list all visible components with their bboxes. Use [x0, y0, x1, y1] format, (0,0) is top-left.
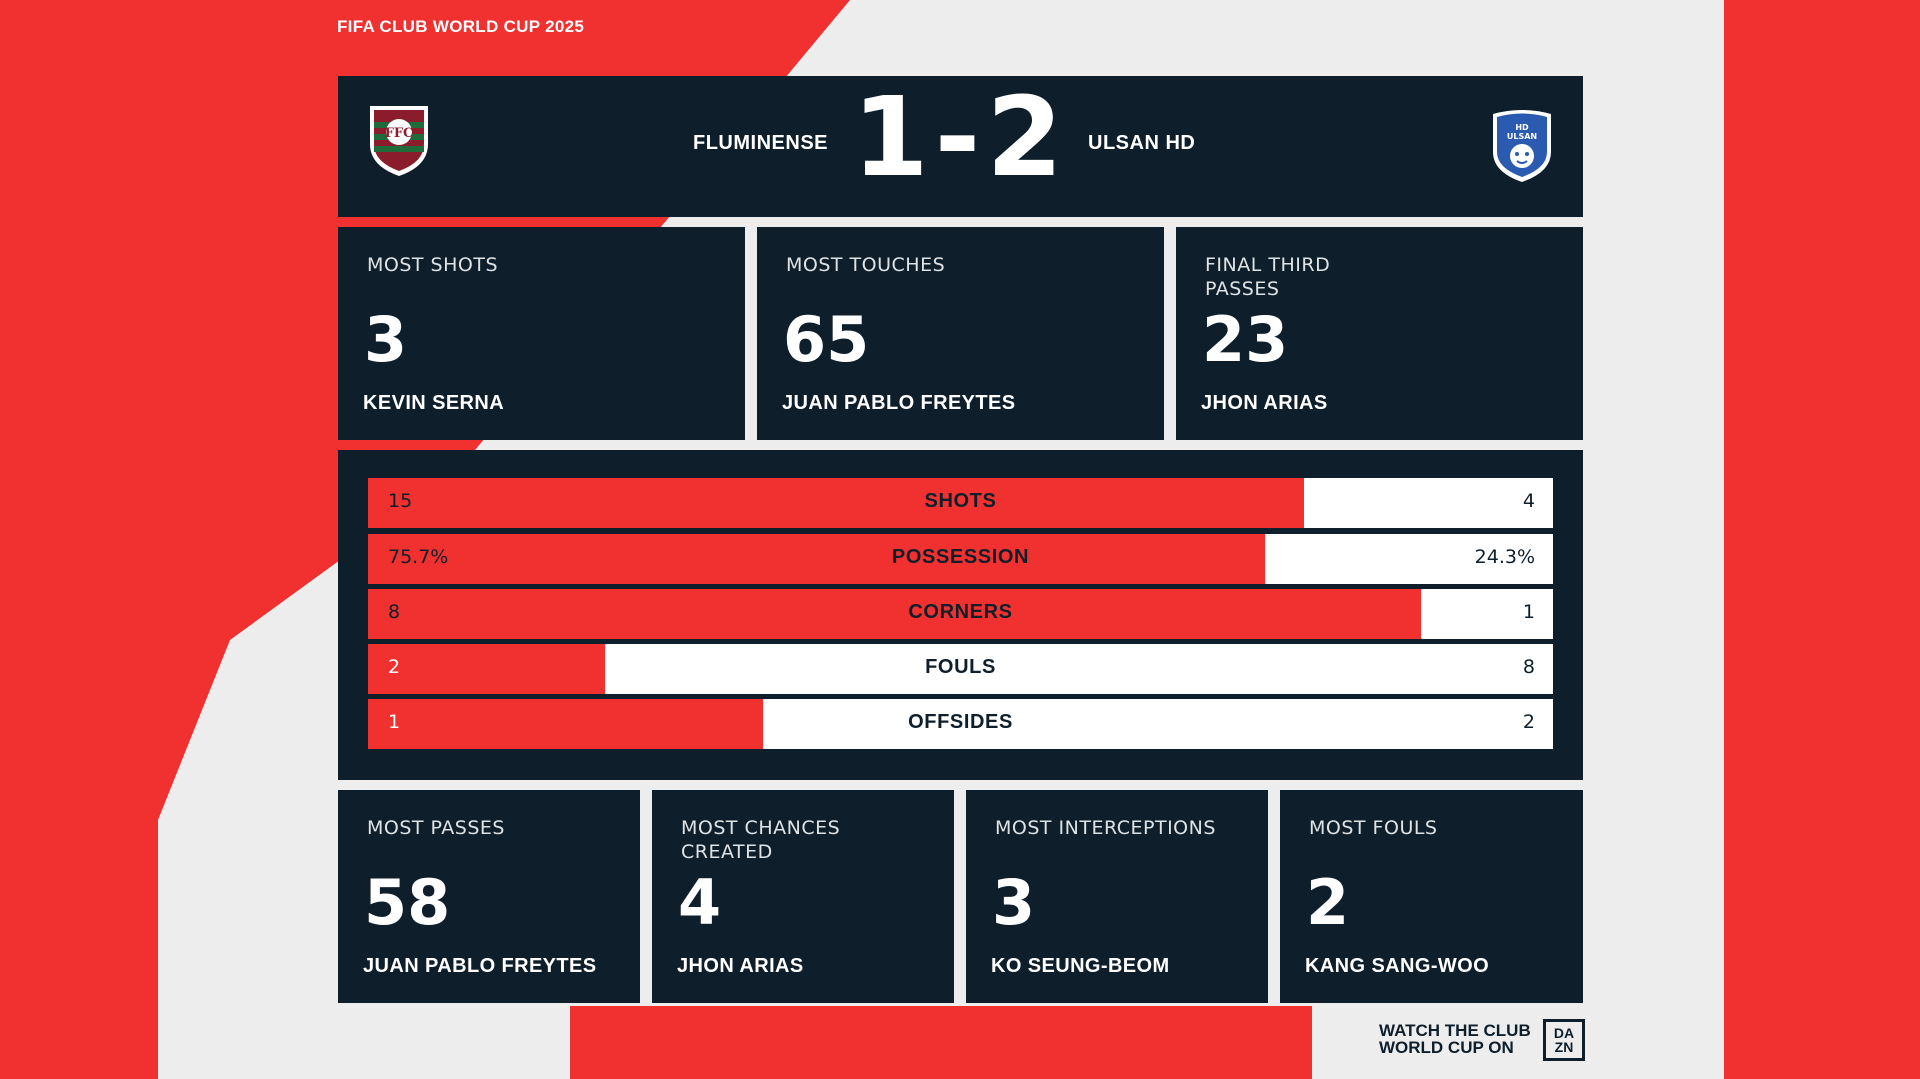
stat-label: MOST SHOTS [367, 254, 499, 276]
stat-value: 65 [783, 303, 870, 376]
home-value: 8 [388, 601, 401, 623]
home-share-bar [368, 644, 605, 694]
stat-name: POSSESSION [891, 546, 1030, 568]
home-value: 1 [388, 711, 401, 733]
home-share-bar [368, 699, 763, 749]
fluminense-crest-icon: FFC [370, 106, 428, 176]
stat-name: CORNERS [908, 601, 1013, 623]
stat-card-most-shots: MOST SHOTS 3 KEVIN SERNA [338, 227, 745, 440]
stat-player: KANG SANG-WOO [1305, 955, 1490, 977]
stat-value: 3 [992, 866, 1036, 939]
away-value: 24.3% [1474, 546, 1535, 568]
stat-value: 23 [1202, 303, 1289, 376]
comparison-row-fouls: 2 FOULS 8 [368, 644, 1553, 694]
dazn-logo-bottom: ZN [1554, 1039, 1574, 1055]
stat-label: MOST TOUCHES [786, 254, 946, 276]
stat-label: FINAL THIRD PASSES [1205, 254, 1331, 301]
home-team-name: FLUMINENSE [693, 132, 828, 154]
stat-name: FOULS [925, 656, 996, 678]
home-share-bar [368, 478, 1305, 528]
score-header: FFC FLUMINENSE 1-2 ULSAN HD HD ULSAN [338, 76, 1583, 217]
home-value: 75.7% [388, 546, 449, 568]
stat-name: SHOTS [924, 490, 997, 512]
stat-card-final-third-passes: FINAL THIRD PASSES 23 JHON ARIAS [1176, 227, 1583, 440]
stat-card-most-chances-created: MOST CHANCES CREATED 4 JHON ARIAS [652, 790, 954, 1003]
ulsan-crest-icon: HD ULSAN [1493, 110, 1551, 182]
stat-name: OFFSIDES [908, 711, 1013, 733]
stat-card-most-interceptions: MOST INTERCEPTIONS 3 KO SEUNG-BEOM [966, 790, 1268, 1003]
away-value: 2 [1522, 711, 1535, 733]
stat-card-most-touches: MOST TOUCHES 65 JUAN PABLO FREYTES [757, 227, 1164, 440]
stat-label: MOST INTERCEPTIONS [995, 817, 1216, 839]
team-comparison-panel: 15 SHOTS 4 75.7% POSSESSION 24.3% 8 CORN… [338, 450, 1583, 780]
comparison-row-shots: 15 SHOTS 4 [368, 478, 1553, 528]
stat-label: MOST CHANCES CREATED [681, 817, 841, 864]
comparison-row-corners: 8 CORNERS 1 [368, 589, 1553, 639]
comparison-row-offsides: 1 OFFSIDES 2 [368, 699, 1553, 749]
stat-label: MOST PASSES [367, 817, 505, 839]
stat-player: JUAN PABLO FREYTES [363, 955, 597, 977]
stat-value: 4 [678, 866, 722, 939]
stat-player: JHON ARIAS [1201, 392, 1328, 414]
home-share-bar [368, 589, 1422, 639]
away-value: 8 [1522, 656, 1535, 678]
home-value: 15 [388, 490, 413, 512]
stat-label: MOST FOULS [1309, 817, 1438, 839]
svg-text:ULSAN: ULSAN [1507, 132, 1537, 141]
match-score: 1-2 [852, 73, 1069, 201]
competition-title: FIFA CLUB WORLD CUP 2025 [337, 17, 585, 36]
stat-card-most-fouls: MOST FOULS 2 KANG SANG-WOO [1280, 790, 1583, 1003]
stat-value: 2 [1306, 866, 1350, 939]
svg-text:FFC: FFC [385, 126, 414, 141]
stat-value: 3 [364, 303, 408, 376]
stat-card-most-passes: MOST PASSES 58 JUAN PABLO FREYTES [338, 790, 640, 1003]
dazn-logo[interactable]: DA ZN [1543, 1019, 1585, 1061]
away-team-name: ULSAN HD [1088, 132, 1196, 154]
svg-text:HD: HD [1515, 123, 1529, 132]
home-value: 2 [388, 656, 401, 678]
watch-note: WATCH THE CLUB WORLD CUP ON [1379, 1021, 1531, 1057]
comparison-row-possession: 75.7% POSSESSION 24.3% [368, 534, 1553, 584]
away-value: 4 [1522, 490, 1535, 512]
away-value: 1 [1522, 601, 1535, 623]
stat-value: 58 [364, 866, 451, 939]
home-share-bar [368, 534, 1266, 584]
stat-player: JUAN PABLO FREYTES [782, 392, 1016, 414]
stat-player: KEVIN SERNA [363, 392, 505, 414]
stat-player: JHON ARIAS [677, 955, 804, 977]
dazn-logo-top: DA [1553, 1025, 1575, 1041]
stat-player: KO SEUNG-BEOM [991, 955, 1170, 977]
